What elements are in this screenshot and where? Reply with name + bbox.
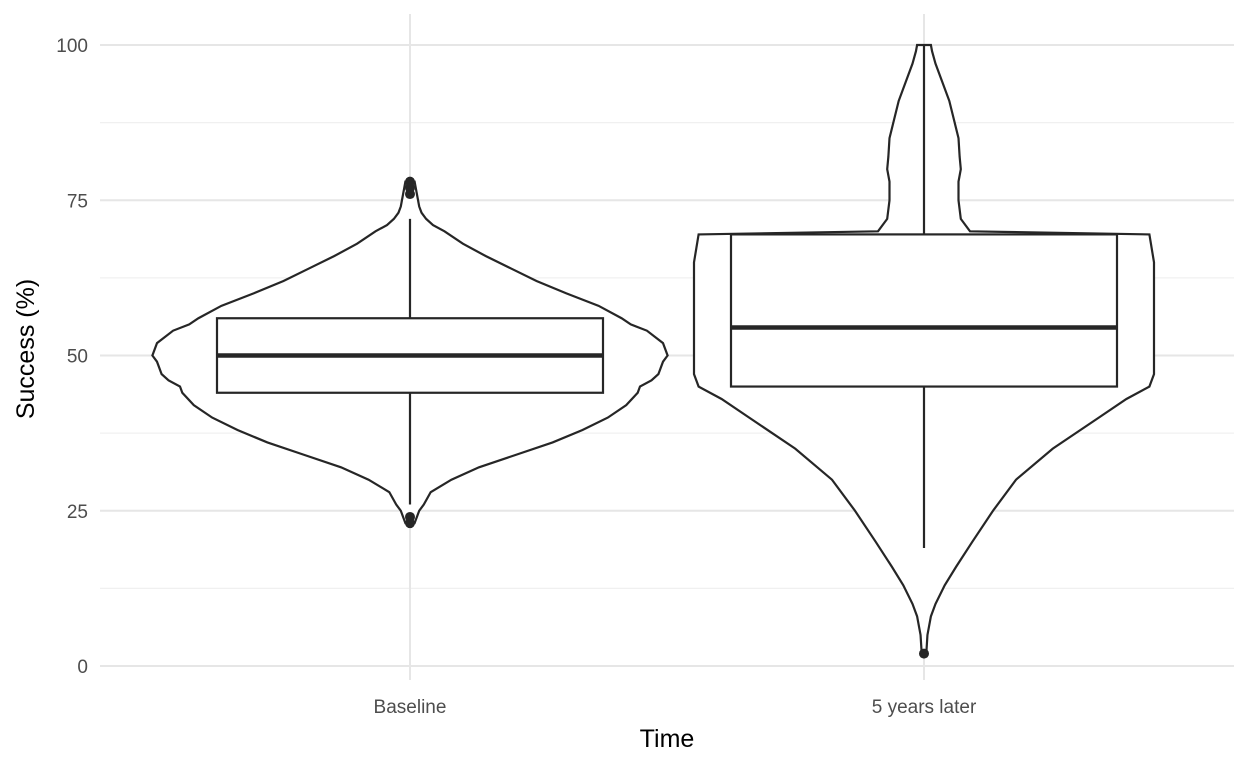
- y-tick-label: 25: [67, 502, 88, 523]
- axes: 0 25 50 75 100 Baseline 5 years later: [56, 36, 977, 718]
- y-tick-label: 75: [67, 191, 88, 212]
- outlier-point: [405, 176, 415, 187]
- x-tick-label: Baseline: [374, 697, 447, 718]
- x-tick-label: 5 years later: [872, 697, 977, 718]
- box-iqr: [729, 233, 1119, 388]
- y-tick-label: 50: [67, 347, 88, 368]
- y-axis-title: Success (%): [12, 279, 40, 419]
- y-tick-label: 0: [77, 657, 88, 678]
- outlier-point: [405, 511, 415, 522]
- plot-area: [151, 43, 1156, 659]
- outlier-point: [919, 648, 929, 659]
- x-axis-title: Time: [640, 725, 695, 753]
- group-baseline: [151, 176, 669, 529]
- y-tick-label: 100: [56, 36, 88, 57]
- group-5-years-later: [692, 43, 1156, 659]
